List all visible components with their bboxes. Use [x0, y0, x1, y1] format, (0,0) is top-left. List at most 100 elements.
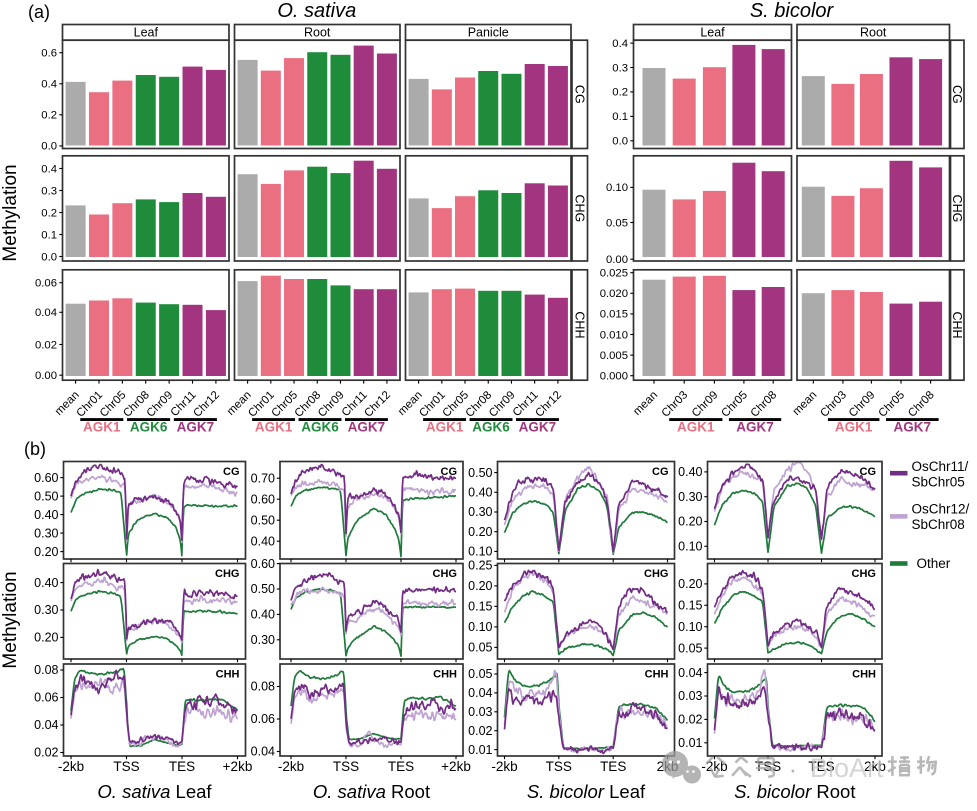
- svg-text:Leaf: Leaf: [134, 26, 159, 40]
- svg-text:0.04: 0.04: [35, 307, 57, 319]
- svg-text:Panicle: Panicle: [468, 26, 509, 40]
- svg-text:CG: CG: [441, 466, 458, 478]
- svg-text:0.3: 0.3: [41, 185, 57, 197]
- svg-text:TES: TES: [808, 759, 834, 774]
- svg-text:0.000: 0.000: [600, 371, 628, 383]
- svg-text:AGK1: AGK1: [83, 420, 121, 435]
- svg-text:+2kb: +2kb: [441, 759, 471, 774]
- svg-text:CHH: CHH: [852, 669, 876, 681]
- svg-text:0.70: 0.70: [251, 471, 275, 485]
- svg-text:AGK7: AGK7: [894, 420, 932, 435]
- svg-text:0.60: 0.60: [34, 471, 58, 485]
- svg-text:CG: CG: [860, 466, 877, 478]
- svg-text:-2kb: -2kb: [491, 759, 517, 774]
- svg-text:CG: CG: [950, 85, 964, 104]
- svg-text:AGK1: AGK1: [677, 420, 715, 435]
- svg-text:0.06: 0.06: [251, 712, 275, 726]
- svg-text:0.04: 0.04: [34, 718, 58, 732]
- svg-text:0.10: 0.10: [678, 540, 702, 554]
- svg-text:0.025: 0.025: [600, 268, 628, 280]
- svg-text:TES: TES: [388, 759, 414, 774]
- svg-text:AGK7: AGK7: [519, 420, 557, 435]
- svg-text:0.50: 0.50: [251, 513, 275, 527]
- svg-text:0.50: 0.50: [251, 582, 275, 596]
- svg-text:TSS: TSS: [546, 759, 572, 774]
- svg-text:+2kb: +2kb: [223, 759, 253, 774]
- svg-text:0.04: 0.04: [468, 686, 492, 700]
- svg-text:0.00: 0.00: [606, 254, 628, 266]
- svg-text:0.2: 0.2: [41, 207, 57, 219]
- svg-text:S. bicolor Root: S. bicolor Root: [734, 781, 855, 802]
- svg-text:0.30: 0.30: [678, 490, 702, 504]
- svg-text:0.05: 0.05: [678, 641, 702, 655]
- svg-text:0.30: 0.30: [468, 505, 492, 519]
- svg-text:0.02: 0.02: [468, 724, 492, 738]
- svg-text:0.60: 0.60: [251, 557, 275, 571]
- svg-text:0.01: 0.01: [468, 743, 492, 757]
- svg-text:0.0: 0.0: [612, 136, 628, 148]
- svg-text:S. bicolor Leaf: S. bicolor Leaf: [527, 781, 646, 802]
- svg-text:OsChr12/: OsChr12/: [912, 502, 970, 517]
- svg-text:O. sativa Root: O. sativa Root: [313, 781, 430, 802]
- svg-text:0.00: 0.00: [35, 370, 57, 382]
- svg-text:CHG: CHG: [433, 568, 457, 580]
- svg-text:(b): (b): [24, 439, 46, 459]
- svg-text:-2kb: -2kb: [278, 759, 304, 774]
- svg-text:Other: Other: [917, 556, 951, 571]
- svg-text:0.2: 0.2: [41, 110, 57, 122]
- svg-text:0.01: 0.01: [678, 736, 702, 750]
- svg-text:AGK6: AGK6: [301, 420, 339, 435]
- svg-text:2kb: 2kb: [864, 759, 886, 774]
- svg-text:AGK6: AGK6: [130, 420, 168, 435]
- svg-text:CG: CG: [223, 466, 240, 478]
- svg-text:0.20: 0.20: [468, 579, 492, 593]
- svg-text:0.50: 0.50: [34, 489, 58, 503]
- svg-text:CHG: CHG: [950, 195, 964, 223]
- svg-text:0.08: 0.08: [34, 663, 58, 677]
- svg-text:(a): (a): [28, 2, 50, 22]
- svg-text:CHH: CHH: [645, 669, 669, 681]
- svg-text:CHG: CHG: [572, 194, 586, 222]
- svg-text:0.10: 0.10: [678, 620, 702, 634]
- svg-text:0.2: 0.2: [612, 87, 628, 99]
- svg-text:0.02: 0.02: [35, 339, 57, 351]
- svg-text:0.05: 0.05: [468, 641, 492, 655]
- svg-text:0.15: 0.15: [678, 599, 702, 613]
- svg-text:0.4: 0.4: [41, 79, 57, 91]
- svg-text:0.02: 0.02: [678, 713, 702, 727]
- svg-text:0.40: 0.40: [251, 534, 275, 548]
- svg-text:O. sativa Leaf: O. sativa Leaf: [97, 781, 212, 802]
- svg-text:0.05: 0.05: [606, 217, 628, 229]
- svg-text:0.15: 0.15: [468, 600, 492, 614]
- svg-text:0.60: 0.60: [251, 492, 275, 506]
- svg-text:0.06: 0.06: [34, 691, 58, 705]
- svg-text:0.20: 0.20: [678, 577, 702, 591]
- svg-text:0.3: 0.3: [612, 62, 628, 74]
- svg-text:Leaf: Leaf: [700, 26, 725, 40]
- svg-text:0.40: 0.40: [34, 508, 58, 522]
- svg-text:·: ·: [789, 754, 798, 784]
- svg-text:CHH: CHH: [950, 312, 964, 339]
- svg-text:0.10: 0.10: [468, 545, 492, 559]
- svg-text:0.05: 0.05: [468, 667, 492, 681]
- svg-text:AGK7: AGK7: [736, 420, 774, 435]
- svg-text:0.10: 0.10: [606, 182, 628, 194]
- svg-text:0.30: 0.30: [251, 633, 275, 647]
- svg-text:AGK1: AGK1: [255, 420, 293, 435]
- svg-text:0.04: 0.04: [678, 666, 702, 680]
- svg-text:AGK1: AGK1: [835, 420, 873, 435]
- svg-text:0.4: 0.4: [612, 38, 628, 50]
- svg-text:0.20: 0.20: [678, 515, 702, 529]
- svg-text:TSS: TSS: [113, 759, 139, 774]
- svg-text:0.40: 0.40: [251, 608, 275, 622]
- svg-text:0.020: 0.020: [600, 288, 628, 300]
- svg-text:0.50: 0.50: [468, 466, 492, 480]
- svg-text:AGK6: AGK6: [472, 420, 510, 435]
- svg-text:0.03: 0.03: [468, 705, 492, 719]
- svg-text:CHH: CHH: [572, 311, 586, 338]
- svg-text:0.1: 0.1: [41, 229, 57, 241]
- svg-text:TES: TES: [169, 759, 195, 774]
- svg-text:0.10: 0.10: [468, 620, 492, 634]
- svg-text:0.40: 0.40: [34, 576, 58, 590]
- svg-text:Methylation: Methylation: [0, 164, 21, 261]
